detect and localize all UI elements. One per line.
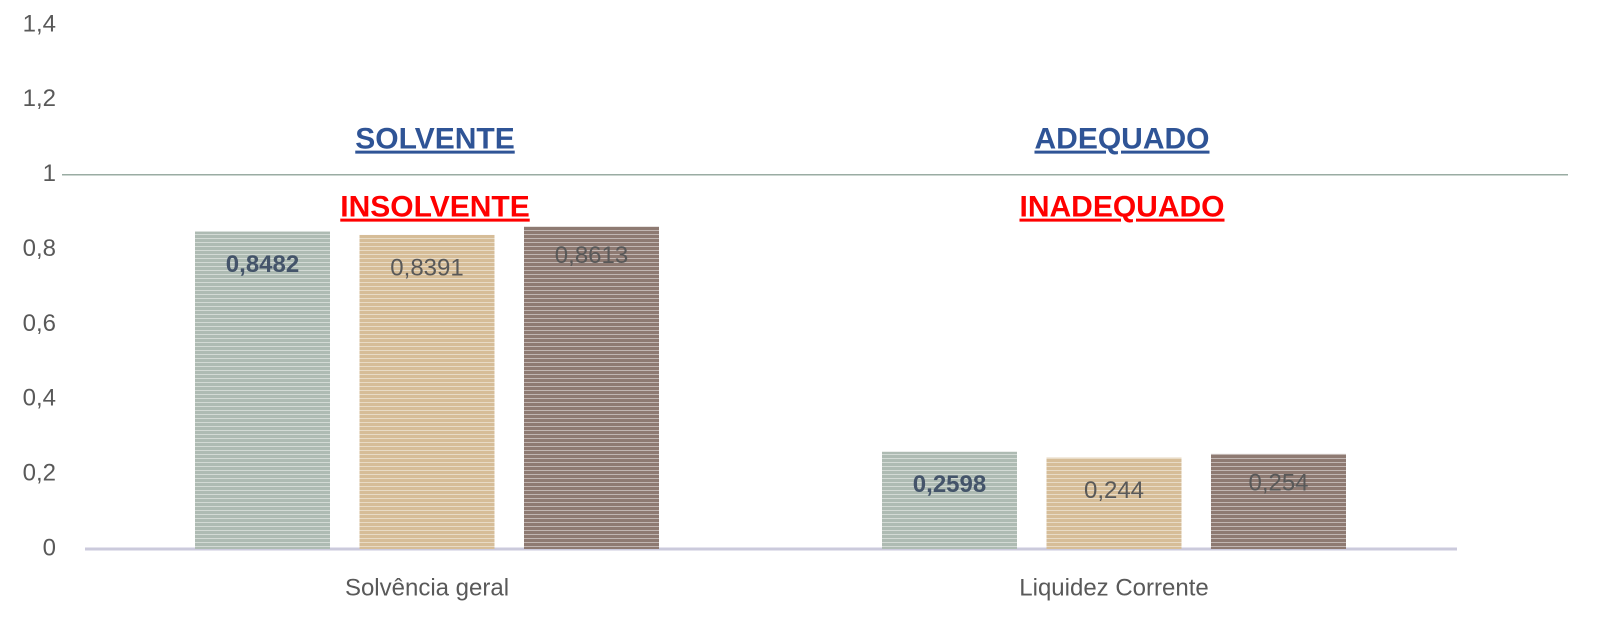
data-label: 0,254: [1248, 469, 1308, 496]
bar: [195, 231, 330, 549]
y-tick-label: 0,8: [23, 235, 56, 262]
y-tick-label: 0,6: [23, 310, 56, 337]
bar: [359, 234, 495, 549]
bar: [1211, 453, 1346, 549]
data-label: 0,2598: [913, 471, 986, 498]
bar: [1046, 457, 1182, 549]
data-label: 0,244: [1084, 477, 1144, 504]
data-label: 0,8613: [555, 242, 628, 269]
annotation: ADEQUADO: [1034, 123, 1209, 156]
x-tick-label: Liquidez Corrente: [1019, 574, 1208, 601]
y-tick-label: 1,2: [23, 85, 56, 112]
annotation: SOLVENTE: [355, 123, 514, 156]
data-label: 0,8391: [390, 254, 463, 281]
bar: [882, 451, 1017, 549]
x-tick-label: Solvência geral: [345, 574, 509, 601]
y-tick-label: 1,4: [23, 10, 56, 37]
y-tick-label: 0,2: [23, 459, 56, 486]
y-tick-label: 1: [43, 160, 56, 187]
data-label: 0,8482: [226, 251, 299, 278]
annotation: INADEQUADO: [1019, 191, 1224, 224]
bar: [524, 226, 659, 549]
annotation: INSOLVENTE: [340, 191, 529, 224]
y-tick-label: 0,4: [23, 385, 56, 412]
y-tick-label: 0: [43, 534, 56, 561]
